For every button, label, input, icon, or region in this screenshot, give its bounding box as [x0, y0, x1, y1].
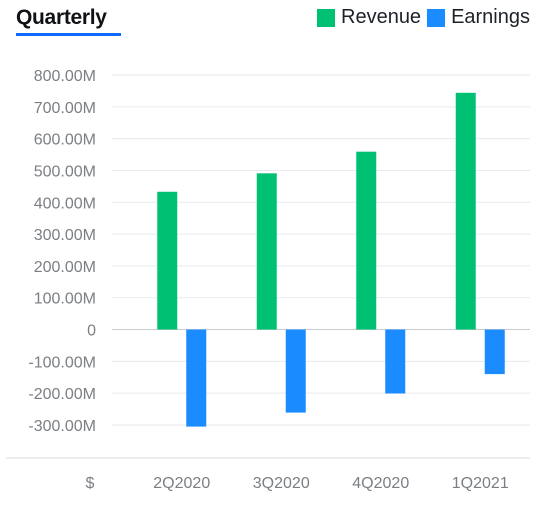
- y-tick-label: 200.00M: [34, 259, 96, 276]
- y-tick-label: -300.00M: [28, 418, 96, 435]
- y-tick-label: 400.00M: [34, 195, 96, 212]
- bar-revenue-2q2020: [157, 191, 178, 330]
- y-tick-label: 0: [87, 323, 96, 340]
- bar-earnings-2q2020: [186, 329, 207, 427]
- chart-legend: Revenue Earnings: [311, 6, 530, 29]
- legend-label-earnings: Earnings: [451, 6, 530, 28]
- bar-series: [157, 92, 505, 427]
- currency-label: $: [86, 475, 95, 492]
- active-tab-underline: [16, 33, 121, 36]
- legend-item-earnings[interactable]: Earnings: [427, 6, 530, 29]
- bar-earnings-4q2020: [385, 329, 406, 394]
- legend-label-revenue: Revenue: [341, 6, 422, 28]
- y-tick-label: -100.00M: [28, 354, 96, 371]
- y-tick-label: 500.00M: [34, 163, 96, 180]
- x-tick-label: 1Q2021: [452, 475, 509, 492]
- y-tick-label: 600.00M: [34, 132, 96, 149]
- y-tick-label: -200.00M: [28, 386, 96, 403]
- x-tick-label: 4Q2020: [352, 475, 409, 492]
- x-tick-label: 2Q2020: [153, 475, 210, 492]
- y-axis-ticks: 800.00M 700.00M 600.00M 500.00M 400.00M 300.0…: [28, 68, 96, 435]
- bar-revenue-3q2020: [256, 173, 277, 330]
- x-tick-label: 3Q2020: [253, 475, 310, 492]
- bar-revenue-1q2021: [455, 92, 476, 330]
- legend-item-revenue[interactable]: Revenue: [317, 6, 421, 29]
- bar-revenue-4q2020: [356, 151, 377, 330]
- bar-earnings-1q2021: [484, 329, 505, 375]
- legend-swatch-revenue: [317, 8, 335, 27]
- legend-swatch-earnings: [427, 8, 446, 27]
- y-tick-label: 800.00M: [34, 68, 96, 85]
- bar-earnings-3q2020: [285, 329, 306, 413]
- period-tab-quarterly[interactable]: Quarterly: [16, 6, 107, 29]
- y-tick-label: 300.00M: [34, 227, 96, 244]
- x-axis-ticks: 2Q2020 3Q2020 4Q2020 1Q2021: [153, 475, 509, 492]
- y-tick-label: 700.00M: [34, 100, 96, 117]
- y-tick-label: 100.00M: [34, 291, 96, 308]
